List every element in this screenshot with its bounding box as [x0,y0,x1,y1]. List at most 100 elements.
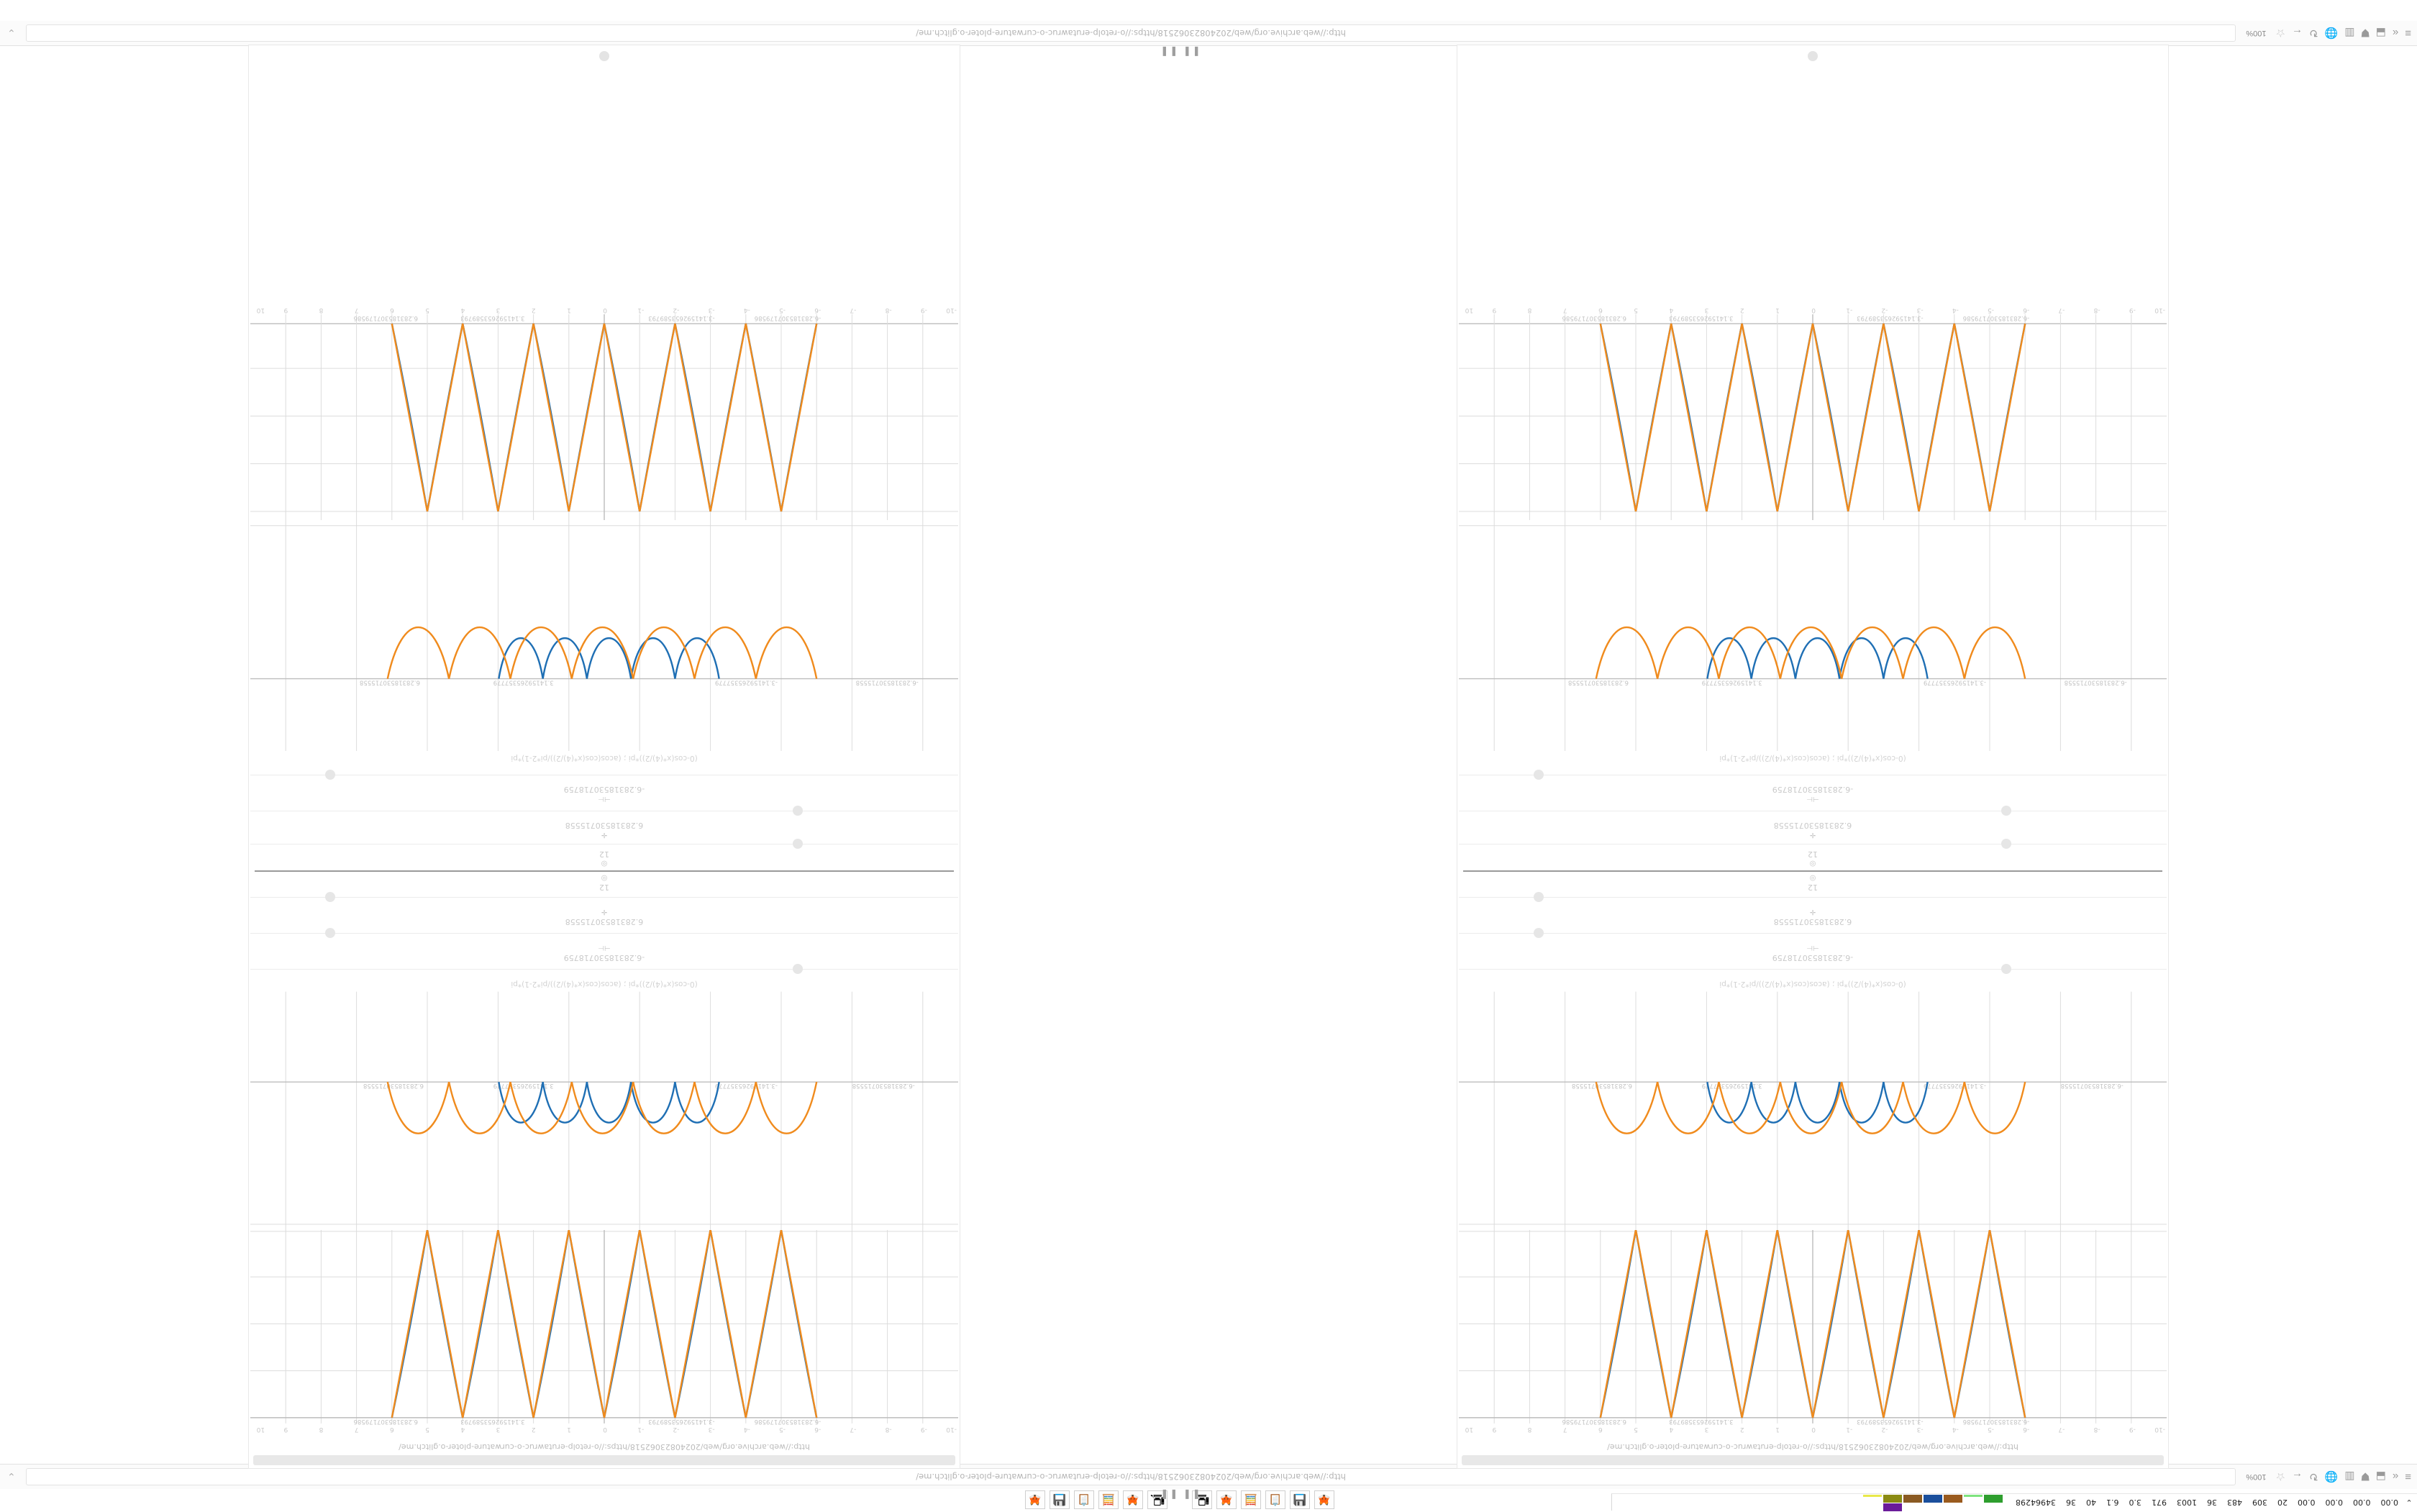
calculator-window-button-2[interactable]: 🧮 [1098,1490,1119,1509]
svg-text:9: 9 [283,1426,288,1433]
svg-text:6: 6 [1598,306,1603,314]
notepad-window-button-2[interactable]: 📋 [1074,1490,1094,1509]
slider-knob[interactable] [325,928,336,939]
slider-knob[interactable] [1534,928,1544,939]
address-bar-top[interactable]: http://web.archive.org/web/2024082306251… [25,1468,2236,1485]
shield-icon[interactable]: ⛊ [2361,1470,2370,1483]
plot-grid [250,991,958,1230]
slider-knob[interactable] [325,892,336,903]
reader-icon[interactable]: ▥ [2344,1470,2355,1483]
plot-top-right-svg[interactable]: -10 -9 -8 -7 -6 -5 -4 -3 -2 -1 0 [250,1229,958,1439]
slider-knob[interactable] [1534,770,1544,780]
calculator-window-button[interactable]: 🧮 [1241,1490,1261,1509]
reload-icon[interactable]: ↻ [2308,1470,2318,1483]
menu-icon[interactable]: ≡ [2405,27,2411,40]
globe-icon[interactable]: 🌐 [2324,27,2339,39]
slider-knob[interactable] [792,806,803,816]
slider-knob[interactable] [2000,964,2011,975]
shield-icon[interactable]: ⛊ [2361,27,2370,40]
plot-bottom-right[interactable]: -10 -9 -8 -7 -6 -5 -4 -3 -2 -1 0 [250,303,958,521]
slider-track[interactable] [1459,933,2167,934]
slider-knob[interactable] [792,964,803,975]
slider-handle-icon[interactable]: ⊣⊢ [1806,795,1819,803]
plot-second-right-svg[interactable]: -6.28318530715558 -3.14159265357779 3.14… [250,991,958,1230]
notepad-window-button[interactable]: 📋 [1265,1490,1285,1509]
globe-icon[interactable]: 🌐 [2324,1470,2339,1483]
slider-handle-icon[interactable]: ◎ [601,874,608,883]
plot-third-right-svg[interactable]: -6.28318530715558 -3.14159265357779 3.14… [250,520,958,752]
plot-third-left[interactable]: -6.28318530715558 -3.14159265357779 3.14… [1459,520,2167,752]
slider-handle-icon[interactable]: ✛ [1809,908,1816,916]
svg-text:5: 5 [425,306,429,314]
window-scrollbar-top[interactable] [1462,1455,2164,1465]
slider-track[interactable] [250,969,958,970]
plot-bottom-left-svg[interactable]: -10 -9 -8 -7 -6 -5 -4 -3 -2 -1 0 [1459,304,2167,521]
plot-top-left[interactable]: -10 -9 -8 -7 -6 -5 -4 -3 -2 -1 0 [1459,1229,2167,1439]
slider-track[interactable] [1459,897,2167,898]
svg-text:-3.14159265357779: -3.14159265357779 [715,1082,778,1089]
slider-handle-icon[interactable]: ✛ [601,908,608,916]
slider-knob[interactable] [792,839,803,850]
menu-icon[interactable]: ≡ [2405,1470,2411,1483]
plot-third-right[interactable]: -6.28318530715558 -3.14159265357779 3.14… [250,520,958,752]
zoom-level-label[interactable]: 100% [2246,29,2267,37]
slider-handle-icon[interactable]: ⊣⊢ [598,795,611,803]
slider-handle-icon[interactable]: ◎ [601,860,608,868]
back-icon[interactable]: ← [2291,27,2303,40]
pocket-icon[interactable]: ⬓ [2375,1470,2386,1483]
reload-icon[interactable]: ↻ [2308,27,2318,39]
address-bar-bottom[interactable]: http://web.archive.org/web/2024082306251… [25,24,2236,42]
svg-text:8: 8 [319,306,323,314]
save-window-button-2[interactable]: 💾 [1050,1490,1070,1509]
window-scrollbar-top[interactable] [253,1455,955,1465]
bookmark-star-icon[interactable]: ☆ [2275,27,2285,39]
account-icon[interactable]: ⌄ [7,1471,16,1483]
plot-third-left-svg[interactable]: -6.28318530715558 -3.14159265357779 3.14… [1459,520,2167,752]
slider-handle-icon[interactable]: ⊣⊢ [1806,944,1819,952]
svg-text:-6.28318530715558: -6.28318530715558 [2065,679,2127,686]
slider-track[interactable] [250,897,958,898]
slider-knob[interactable] [2000,806,2011,816]
back-icon[interactable]: ← [2291,1470,2303,1483]
window-resize-handle[interactable] [1808,51,1818,61]
chevrons-icon[interactable]: « [2392,27,2399,40]
svg-text:-3: -3 [708,306,714,314]
slider-knob[interactable] [1534,892,1544,903]
zoom-level-label[interactable]: 100% [2246,1472,2267,1481]
svg-text:-2: -2 [673,306,679,314]
plot-top-left-svg[interactable]: -10 -9 -8 -7 -6 -5 -4 -3 -2 -1 0 [1459,1229,2167,1439]
slider-handle-icon[interactable]: ◎ [1809,874,1816,883]
plot-second-right[interactable]: -6.28318530715558 -3.14159265357779 3.14… [250,991,958,1230]
slider-row: -6.28318530718759 ⊣⊢ [250,938,958,975]
plot-second-left-svg[interactable]: -6.28318530715558 -3.14159265357779 3.14… [1459,991,2167,1230]
plot-tick-labels: -10 -9 -8 -7 -6 -5 -4 -3 -2 -1 0 [256,1418,957,1433]
svg-text:3.14159265357779: 3.14159265357779 [493,1082,554,1089]
plot-bottom-left-card: -10 -9 -8 -7 -6 -5 -4 -3 -2 -1 0 [1459,303,2167,521]
slider-track[interactable] [250,933,958,934]
firefox-window-button[interactable]: 🦊 [1314,1490,1334,1509]
svg-text:4: 4 [1669,306,1673,314]
plot-bottom-left[interactable]: -10 -9 -8 -7 -6 -5 -4 -3 -2 -1 0 [1459,303,2167,521]
account-icon[interactable]: ⌄ [7,27,16,40]
slider-handle-icon[interactable]: ✛ [1809,831,1816,839]
slider-track[interactable] [1459,969,2167,970]
slider-handle-icon[interactable]: ✛ [601,831,608,839]
firefox-window-button-4[interactable]: 🦊 [1025,1490,1045,1509]
plot-second-left[interactable]: -6.28318530715558 -3.14159265357779 3.14… [1459,991,2167,1230]
slider-knob[interactable] [2000,839,2011,850]
slider-handle-icon[interactable]: ◎ [1809,860,1816,868]
load-graph [1883,1495,1902,1512]
plot-grid [1459,520,2167,752]
bookmark-star-icon[interactable]: ☆ [2275,1470,2285,1483]
reader-icon[interactable]: ▥ [2344,27,2355,39]
pocket-icon[interactable]: ⬓ [2375,27,2386,39]
plot-bottom-right-svg[interactable]: -10 -9 -8 -7 -6 -5 -4 -3 -2 -1 0 [250,304,958,521]
save-window-button[interactable]: 💾 [1290,1490,1310,1509]
slider-knob[interactable] [325,770,336,780]
chevron-down-icon[interactable]: ⌄ [2405,1498,2413,1506]
slider-row: ◎ 12 [1459,839,2167,869]
plot-top-right[interactable]: -10 -9 -8 -7 -6 -5 -4 -3 -2 -1 0 [250,1229,958,1439]
chevrons-icon[interactable]: « [2392,1470,2399,1483]
slider-handle-icon[interactable]: ⊣⊢ [598,944,611,952]
window-resize-handle[interactable] [599,51,609,61]
